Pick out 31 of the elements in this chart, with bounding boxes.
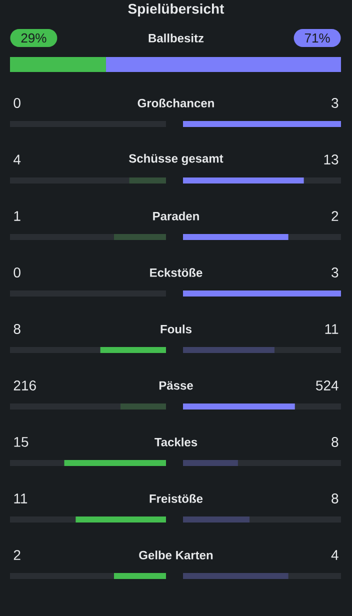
data-label: 3 <box>332 98 338 108</box>
category-label: Fouls <box>160 324 192 334</box>
data-label: 0 <box>14 268 20 278</box>
category-label: Paraden <box>153 212 199 220</box>
category-label: Schüsse gesamt <box>128 154 224 166</box>
category-label: Eckstöße <box>150 268 202 277</box>
data-label: 3 <box>332 268 338 278</box>
category-label: Großchancen <box>138 98 214 108</box>
category-label: Ballbesitz <box>148 34 204 42</box>
data-label: 4 <box>14 154 21 164</box>
data-label: 8 <box>332 494 338 504</box>
data-label: 216 <box>14 380 36 390</box>
data-label: 13 <box>324 154 338 164</box>
category-label: Tackles <box>154 438 198 446</box>
data-label: 8 <box>332 437 338 447</box>
data-label: 8 <box>14 324 20 334</box>
data-label: 1 <box>14 211 20 221</box>
data-label: 11 <box>14 494 28 504</box>
data-label: 2 <box>14 550 20 560</box>
category-label: Gelbe Karten <box>139 550 213 560</box>
text: Spielübersicht <box>128 3 224 17</box>
data-label: 29% <box>21 33 46 43</box>
data-label: 11 <box>325 324 338 334</box>
category-label: Freistöße <box>150 494 203 503</box>
category-label: Pässe <box>159 381 193 390</box>
data-label: 71% <box>304 33 330 43</box>
data-label: 15 <box>14 437 28 447</box>
data-label: 524 <box>316 380 338 390</box>
data-label: 4 <box>331 550 338 560</box>
data-label: 0 <box>14 98 20 108</box>
data-label: 2 <box>332 211 338 221</box>
